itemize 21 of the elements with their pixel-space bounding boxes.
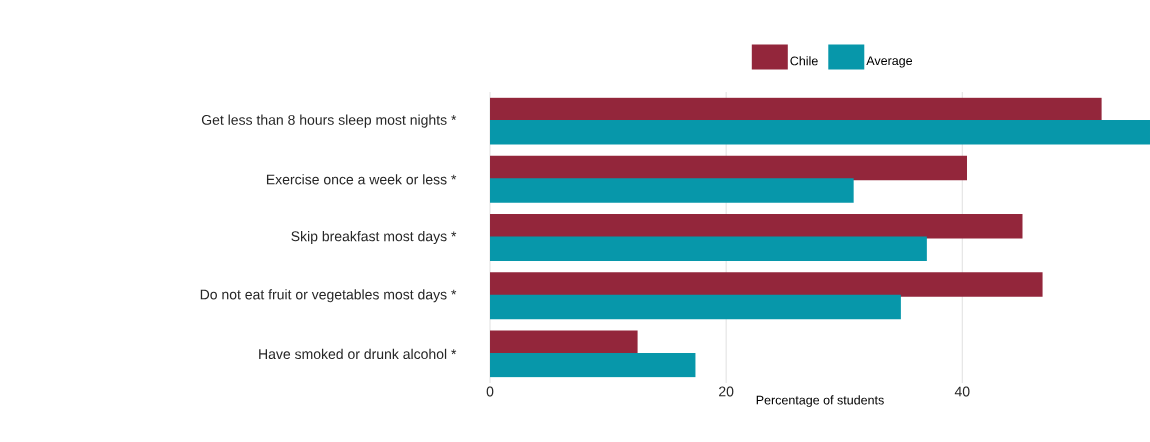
bar xyxy=(490,294,901,320)
legend-label: Average xyxy=(866,56,913,68)
bar xyxy=(490,155,967,181)
y-tick-label: Do not eat fruit or vegetables most days * xyxy=(200,289,457,303)
bar xyxy=(490,352,696,378)
x-tick-label: 0 xyxy=(486,386,494,397)
x-axis-title: Percentage of students xyxy=(756,395,884,407)
bar xyxy=(490,272,1043,297)
x-tick-label: 20 xyxy=(719,386,734,397)
bar xyxy=(490,120,1150,145)
bar xyxy=(490,178,854,203)
bar xyxy=(490,214,1023,239)
bar xyxy=(490,330,638,355)
x-tick-label: 40 xyxy=(954,386,970,397)
y-tick-label: Skip breakfast most days * xyxy=(291,230,457,245)
y-tick-label: Exercise once a week or less * xyxy=(266,174,457,185)
bar xyxy=(490,97,1102,123)
y-tick-label: Have smoked or drunk alcohol * xyxy=(259,348,457,360)
y-tick-label: Get less than 8 hours sleep most nights * xyxy=(201,114,457,128)
legend-label: Chile xyxy=(790,56,818,66)
bar xyxy=(490,236,927,261)
